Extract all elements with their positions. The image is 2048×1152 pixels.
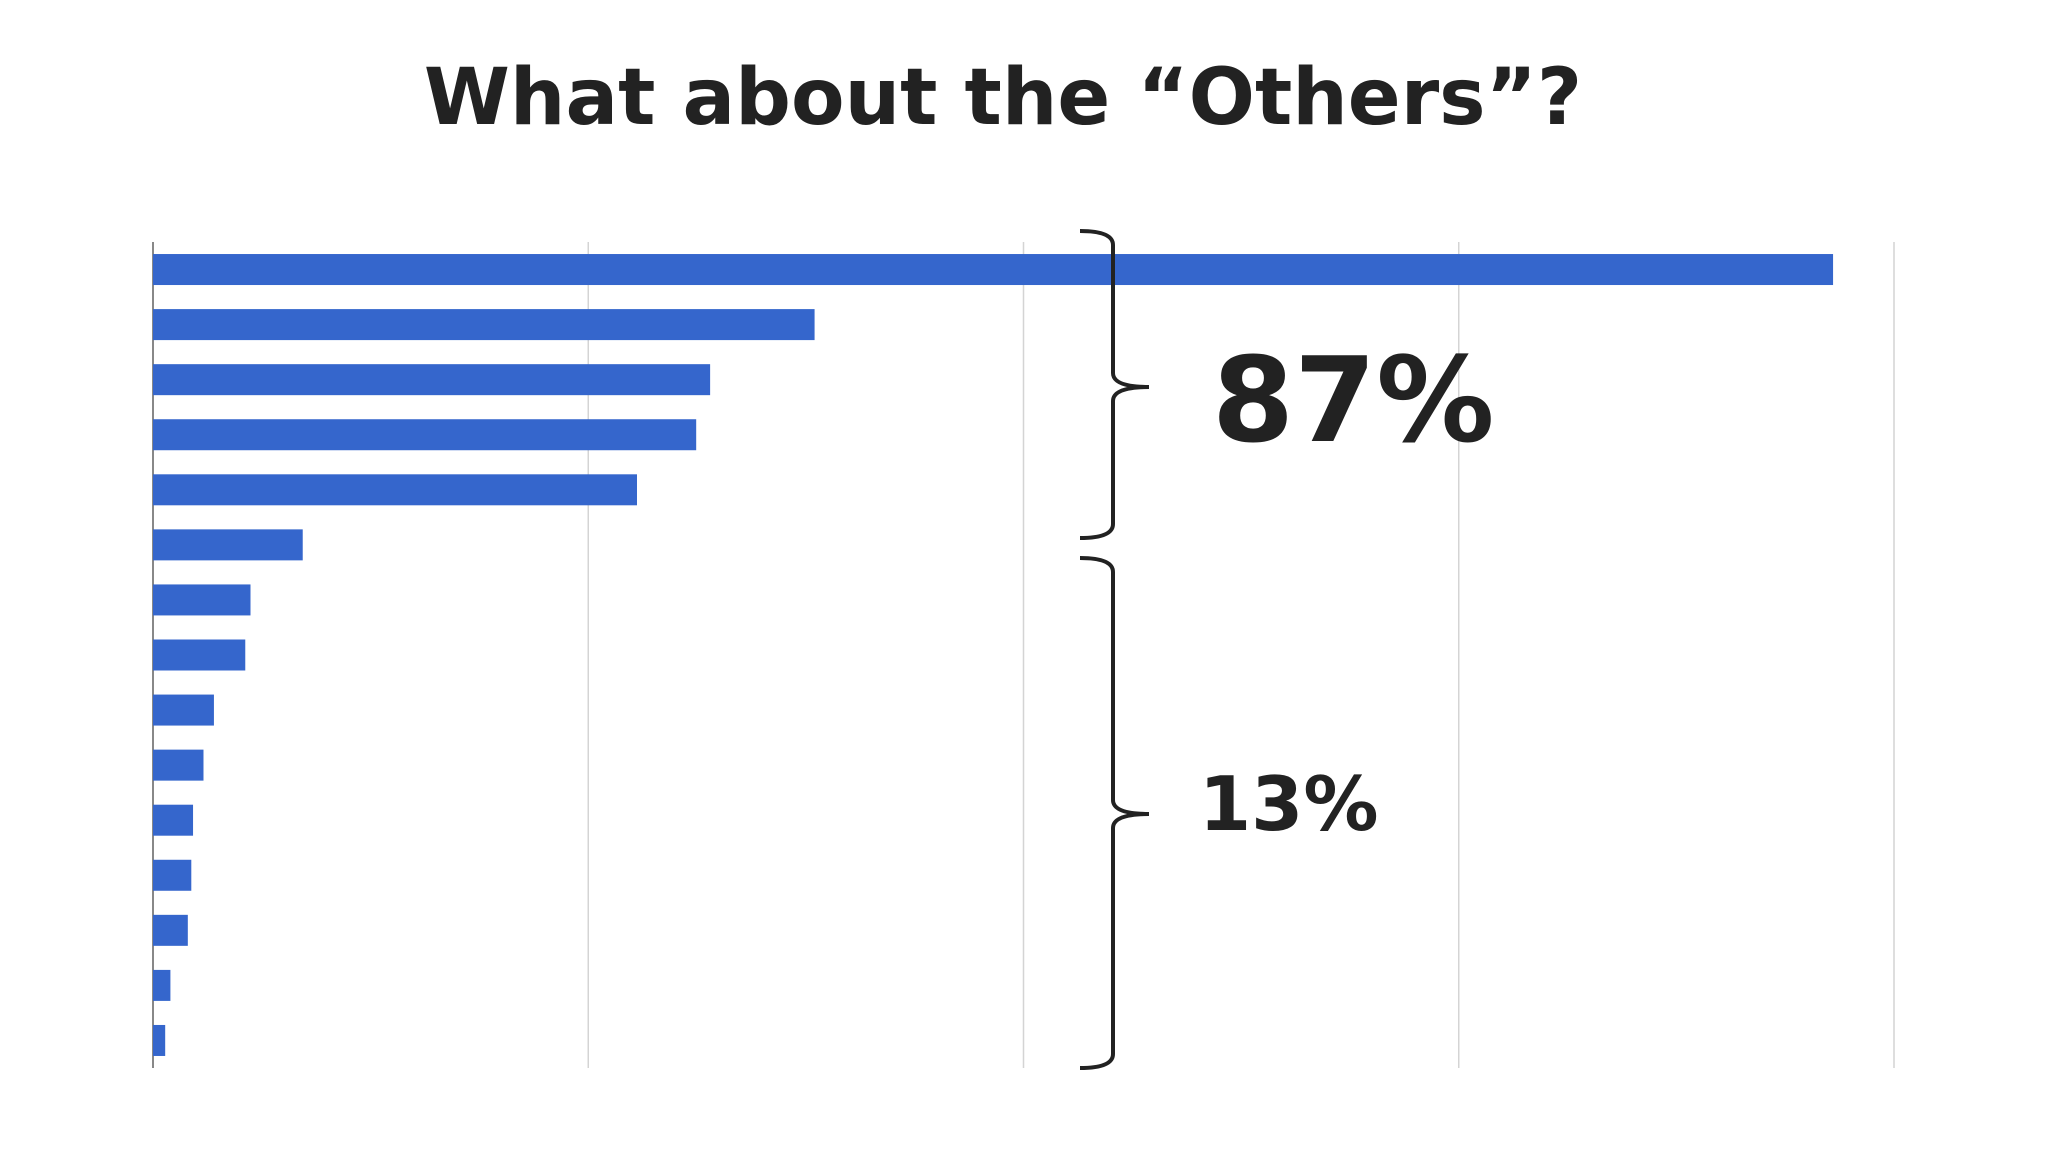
bar [153, 749, 204, 781]
bar [153, 529, 303, 561]
bar [153, 914, 188, 946]
brace [1079, 229, 1150, 540]
annotation: 87% [1212, 331, 1494, 469]
bar [153, 1024, 166, 1056]
bar [153, 474, 637, 506]
brace [1079, 556, 1150, 1070]
bar [153, 859, 192, 891]
chart-title: What about the “Others”? [424, 53, 1582, 143]
bar [153, 254, 1834, 286]
bar [153, 804, 194, 836]
bar [153, 584, 251, 616]
bar [153, 364, 711, 396]
bar [153, 694, 214, 726]
annotation: 13% [1199, 760, 1379, 848]
bar [153, 309, 815, 341]
bar [153, 419, 697, 451]
bar [153, 639, 246, 671]
bar [153, 969, 171, 1001]
